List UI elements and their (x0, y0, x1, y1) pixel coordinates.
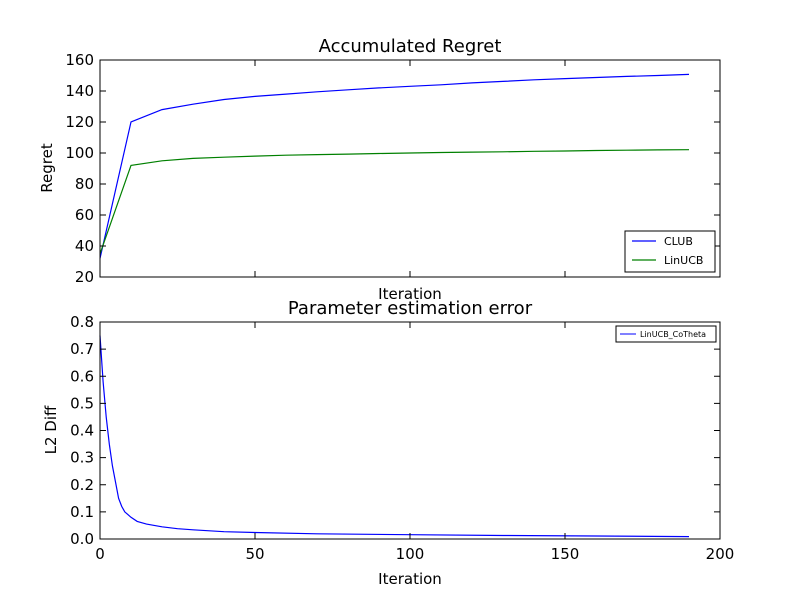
y-tick-label: 20 (75, 268, 94, 286)
y-tick-label: 60 (75, 206, 94, 224)
x-tick-label: 0 (95, 545, 105, 563)
plot-frame (99, 59, 721, 278)
x-axis-label: Iteration (378, 570, 442, 588)
x-axis-label: Iteration (378, 285, 442, 303)
x-tick-label: 150 (551, 545, 580, 563)
legend-label-club: CLUB (664, 235, 693, 248)
x-tick-label: 200 (706, 545, 735, 563)
y-tick-label: 100 (65, 144, 94, 162)
plot-lines (99, 73, 690, 259)
legend: LinUCB_CoTheta (615, 325, 717, 343)
y-axis-label: L2 Diff (42, 405, 60, 454)
y-tick-label: 0.7 (70, 340, 94, 358)
legend-label-linucb-cotheta: LinUCB_CoTheta (640, 330, 706, 339)
chart-title: Accumulated Regret (319, 36, 502, 57)
y-tick-label: 160 (65, 51, 94, 69)
axis-ticks: 0.0 0.1 0.2 0.3 0.4 0.5 0.6 0.7 0.8 0 50 100 150 200 (70, 313, 734, 563)
y-tick-label: 0.2 (70, 476, 94, 494)
legend-label-linucb: LinUCB (664, 254, 703, 267)
legend-frame (624, 230, 716, 273)
y-tick-label: 0.3 (70, 449, 94, 467)
y-tick-label: 0.0 (70, 530, 94, 548)
y-tick-label: 0.6 (70, 367, 94, 385)
x-tick-label: 100 (396, 545, 425, 563)
plot-frame (99, 321, 721, 540)
parameter-estimation-error-chart: Parameter estimation error 0.00.10.20.30… (42, 298, 734, 588)
y-tick-label: 0.1 (70, 503, 94, 521)
y-tick-label: 0.8 (70, 313, 94, 331)
series-line-linucb-cotheta (99, 335, 690, 538)
accumulated-regret-chart: Accumulated Regret 20406080100120140160 … (38, 36, 721, 303)
x-tick-label: 50 (245, 545, 264, 563)
y-tick-label: 80 (75, 175, 94, 193)
y-tick-label: 140 (65, 82, 94, 100)
axis-ticks: 20 40 60 80 100 120 140 160 (65, 51, 721, 286)
y-tick-label: 40 (75, 237, 94, 255)
legend-frame (615, 325, 717, 343)
legend: CLUB LinUCB (624, 230, 716, 273)
y-tick-label: 120 (65, 113, 94, 131)
plot-lines (99, 335, 690, 538)
series-line-club (99, 73, 690, 259)
series-line-linucb (99, 149, 690, 254)
y-tick-label: 0.5 (70, 394, 94, 412)
chart-title: Parameter estimation error (288, 298, 533, 319)
y-tick-label: 0.4 (70, 422, 94, 440)
y-axis-label: Regret (38, 143, 56, 193)
